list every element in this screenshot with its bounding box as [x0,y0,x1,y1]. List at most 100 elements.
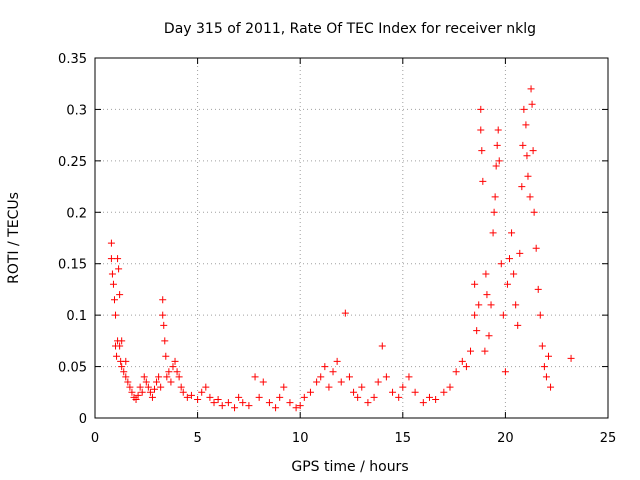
data-point [118,337,126,345]
data-point [333,357,341,365]
x-tick-label: 25 [600,431,617,446]
data-point [128,388,136,396]
x-tick-label: 20 [497,431,514,446]
data-point [518,183,526,191]
data-point [187,391,195,399]
data-point [155,373,163,381]
data-point [107,255,115,263]
data-point [122,357,130,365]
data-point [113,352,121,360]
data-point [198,388,206,396]
data-point [530,208,538,216]
data-point [245,402,253,410]
data-point [491,193,499,201]
data-point [235,393,243,401]
data-point [146,388,154,396]
data-point [501,368,509,376]
data-point [485,332,493,340]
data-point [179,388,187,396]
data-point [389,388,397,396]
data-point [378,342,386,350]
data-point [458,357,466,365]
data-point [214,395,222,403]
data-point [473,327,481,335]
data-point [122,373,130,381]
data-point [354,393,362,401]
data-point [432,395,440,403]
data-point [471,280,479,288]
data-point [159,296,167,304]
data-point [136,383,144,391]
data-point [329,368,337,376]
data-point [528,100,536,108]
data-point [116,342,124,350]
data-point [341,309,349,317]
y-tick-label: 0.05 [58,361,87,376]
data-point [118,363,126,371]
data-point [163,373,171,381]
data-point [138,388,146,396]
data-point [107,239,115,247]
data-point [512,301,520,309]
data-point [527,85,535,93]
data-point [124,378,132,386]
data-point [446,383,454,391]
plot-frame [94,57,609,419]
data-point [126,383,134,391]
data-point [159,311,167,319]
y-tick-label: 0 [79,412,87,427]
data-point [452,368,460,376]
data-point [265,399,273,407]
data-point [475,301,483,309]
data-point [134,391,142,399]
data-point [524,172,532,180]
y-axis-label: ROTI / TECUs [6,192,22,284]
data-point [157,383,165,391]
data-point [175,373,183,381]
data-point [536,311,544,319]
data-point [382,373,390,381]
data-point [112,311,120,319]
data-point [520,105,528,113]
y-tick-label: 0.15 [58,258,87,273]
data-point [224,399,232,407]
data-point [317,373,325,381]
data-point [495,157,503,165]
data-point [194,395,202,403]
data-point [542,373,550,381]
data-point [399,383,407,391]
data-point [370,393,378,401]
data-point [497,260,505,268]
data-point [477,105,485,113]
data-point [162,352,170,360]
data-point [251,373,259,381]
data-point [526,193,534,201]
x-tick-label: 0 [91,431,99,446]
data-point [467,347,475,355]
data-point [272,404,280,412]
y-tick-label: 0.25 [58,155,87,170]
data-point [151,385,159,393]
data-point [218,402,226,410]
data-point [160,321,168,329]
data-point [110,296,118,304]
data-point [109,280,117,288]
data-point [358,383,366,391]
data-point [280,383,288,391]
data-point [540,363,548,371]
data-point [183,393,191,401]
data-point [492,162,500,170]
data-point [169,363,177,371]
data-point [292,404,300,412]
data-point [337,378,345,386]
data-point [462,363,470,371]
data-point [276,393,284,401]
data-point [519,141,527,149]
data-point [325,383,333,391]
data-point [479,177,487,185]
data-point [115,265,123,273]
data-point [523,152,531,160]
data-point [206,393,214,401]
data-point [538,342,546,350]
